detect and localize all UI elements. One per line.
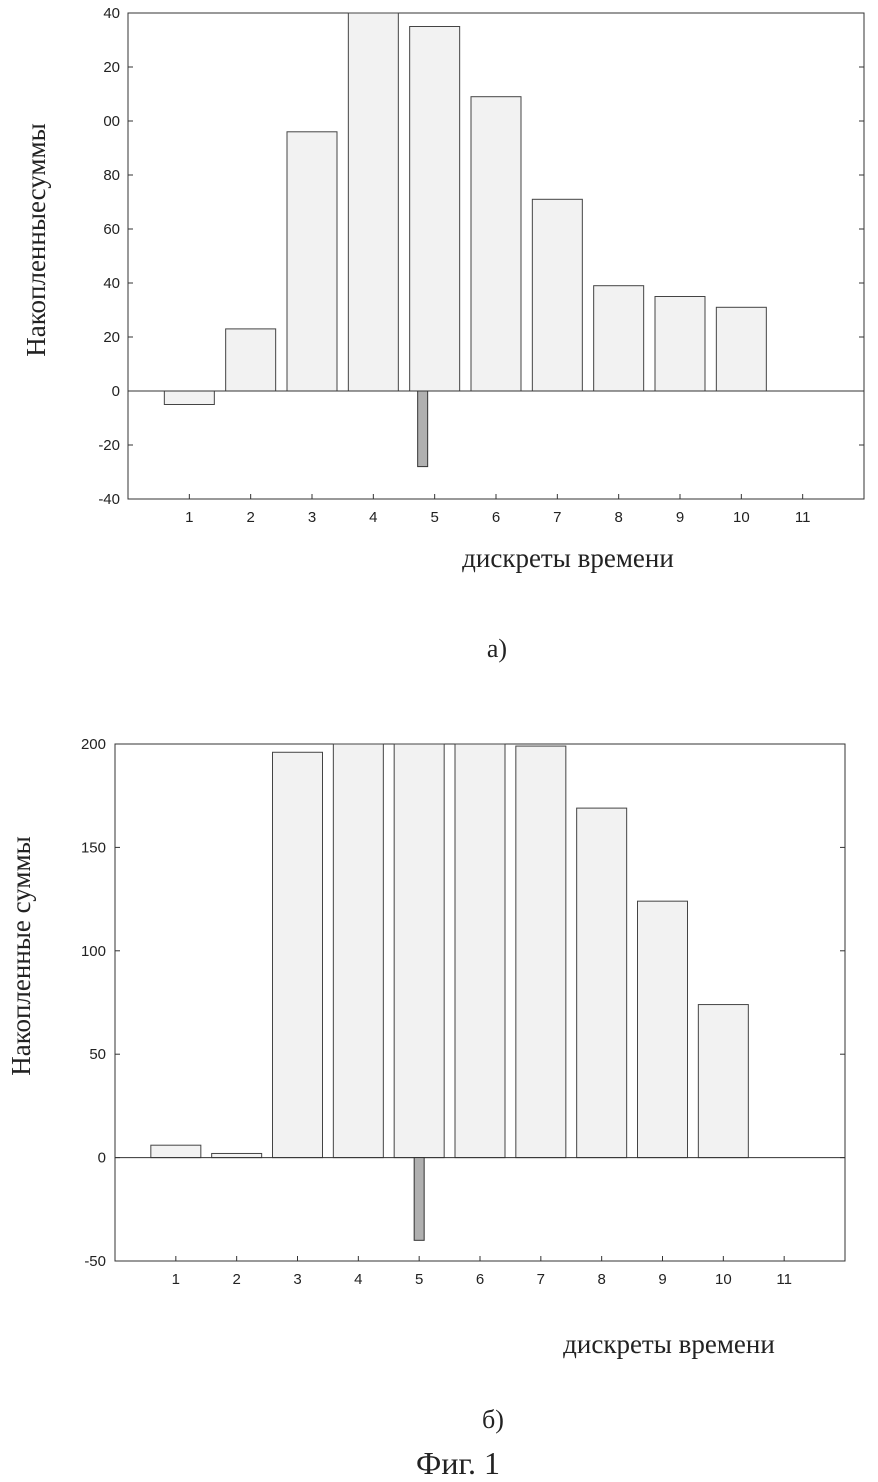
chart-a: 40 20 00 80 60 40 20 0 -20 -40 1 2 3 4 5 6 7 8 9 10 11 дискре… bbox=[21, 5, 864, 663]
bar bbox=[273, 752, 323, 1157]
panel-label: а) bbox=[487, 634, 507, 663]
y-tick-label: 40 bbox=[103, 275, 120, 292]
chart-b: 200 150 100 50 0 -50 1 2 3 4 5 6 7 8 9 10 11 дискреты вре… bbox=[6, 736, 845, 1434]
bar bbox=[698, 1005, 748, 1158]
y-tick-label: -50 bbox=[84, 1253, 106, 1270]
x-tick-label: 6 bbox=[476, 1271, 484, 1288]
negative-bar bbox=[414, 1158, 424, 1241]
y-tick-label: 00 bbox=[103, 113, 120, 130]
x-tick-label: 9 bbox=[676, 509, 684, 526]
bar bbox=[226, 329, 276, 391]
x-tick-label: 1 bbox=[185, 509, 193, 526]
figure-label: Фиг. 1 bbox=[416, 1445, 500, 1481]
y-tick-label: 100 bbox=[81, 943, 106, 960]
bar bbox=[655, 297, 705, 392]
x-axis-label: дискреты времени bbox=[462, 543, 674, 573]
bar bbox=[348, 13, 398, 391]
x-tick-label: 3 bbox=[308, 509, 316, 526]
x-tick-label: 4 bbox=[354, 1271, 362, 1288]
y-tick-label: 60 bbox=[103, 221, 120, 238]
x-tick-label: 1 bbox=[172, 1271, 180, 1288]
negative-bar bbox=[418, 391, 428, 467]
x-tick-label: 8 bbox=[614, 509, 622, 526]
x-tick-label: 10 bbox=[733, 509, 750, 526]
y-axis-label: Накопленныесуммы bbox=[21, 123, 51, 356]
bar bbox=[410, 27, 460, 392]
x-tick-label: 4 bbox=[369, 509, 377, 526]
x-axis-label: дискреты времени bbox=[563, 1329, 775, 1359]
bar bbox=[516, 746, 566, 1158]
y-tick-label: 150 bbox=[81, 839, 106, 856]
y-tick-label: 0 bbox=[112, 383, 120, 400]
bar bbox=[394, 744, 444, 1158]
x-tick-label: 7 bbox=[553, 509, 561, 526]
bar bbox=[455, 744, 505, 1158]
y-tick-label: -40 bbox=[98, 491, 120, 508]
y-tick-label: 20 bbox=[103, 59, 120, 76]
y-tick-label: 20 bbox=[103, 329, 120, 346]
x-tick-label: 2 bbox=[246, 509, 254, 526]
y-tick-label: 200 bbox=[81, 736, 106, 753]
x-tick-label: 10 bbox=[715, 1271, 732, 1288]
x-tick-label: 6 bbox=[492, 509, 500, 526]
y-tick-label: 40 bbox=[103, 5, 120, 22]
y-tick-label: 50 bbox=[89, 1046, 106, 1063]
bar bbox=[333, 744, 383, 1158]
bar bbox=[287, 132, 337, 391]
bar bbox=[577, 808, 627, 1157]
bar bbox=[212, 1153, 262, 1157]
x-tick-label: 11 bbox=[776, 1271, 792, 1288]
bar bbox=[471, 97, 521, 391]
bar bbox=[151, 1145, 201, 1157]
x-tick-label: 9 bbox=[658, 1271, 666, 1288]
y-tick-label: -20 bbox=[98, 437, 120, 454]
bar bbox=[532, 199, 582, 391]
panel-label: б) bbox=[482, 1405, 504, 1434]
x-tick-label: 11 bbox=[795, 509, 811, 526]
x-tick-label: 8 bbox=[597, 1271, 605, 1288]
bar bbox=[594, 286, 644, 391]
x-tick-label: 5 bbox=[415, 1271, 423, 1288]
bar bbox=[164, 391, 214, 405]
x-tick-label: 5 bbox=[430, 509, 438, 526]
y-tick-label: 0 bbox=[98, 1150, 106, 1167]
bar bbox=[716, 307, 766, 391]
x-tick-label: 7 bbox=[537, 1271, 545, 1288]
y-axis-label: Накопленные суммы bbox=[6, 836, 36, 1076]
x-tick-label: 3 bbox=[293, 1271, 301, 1288]
x-tick-label: 2 bbox=[232, 1271, 240, 1288]
bar bbox=[638, 901, 688, 1157]
y-tick-label: 80 bbox=[103, 167, 120, 184]
